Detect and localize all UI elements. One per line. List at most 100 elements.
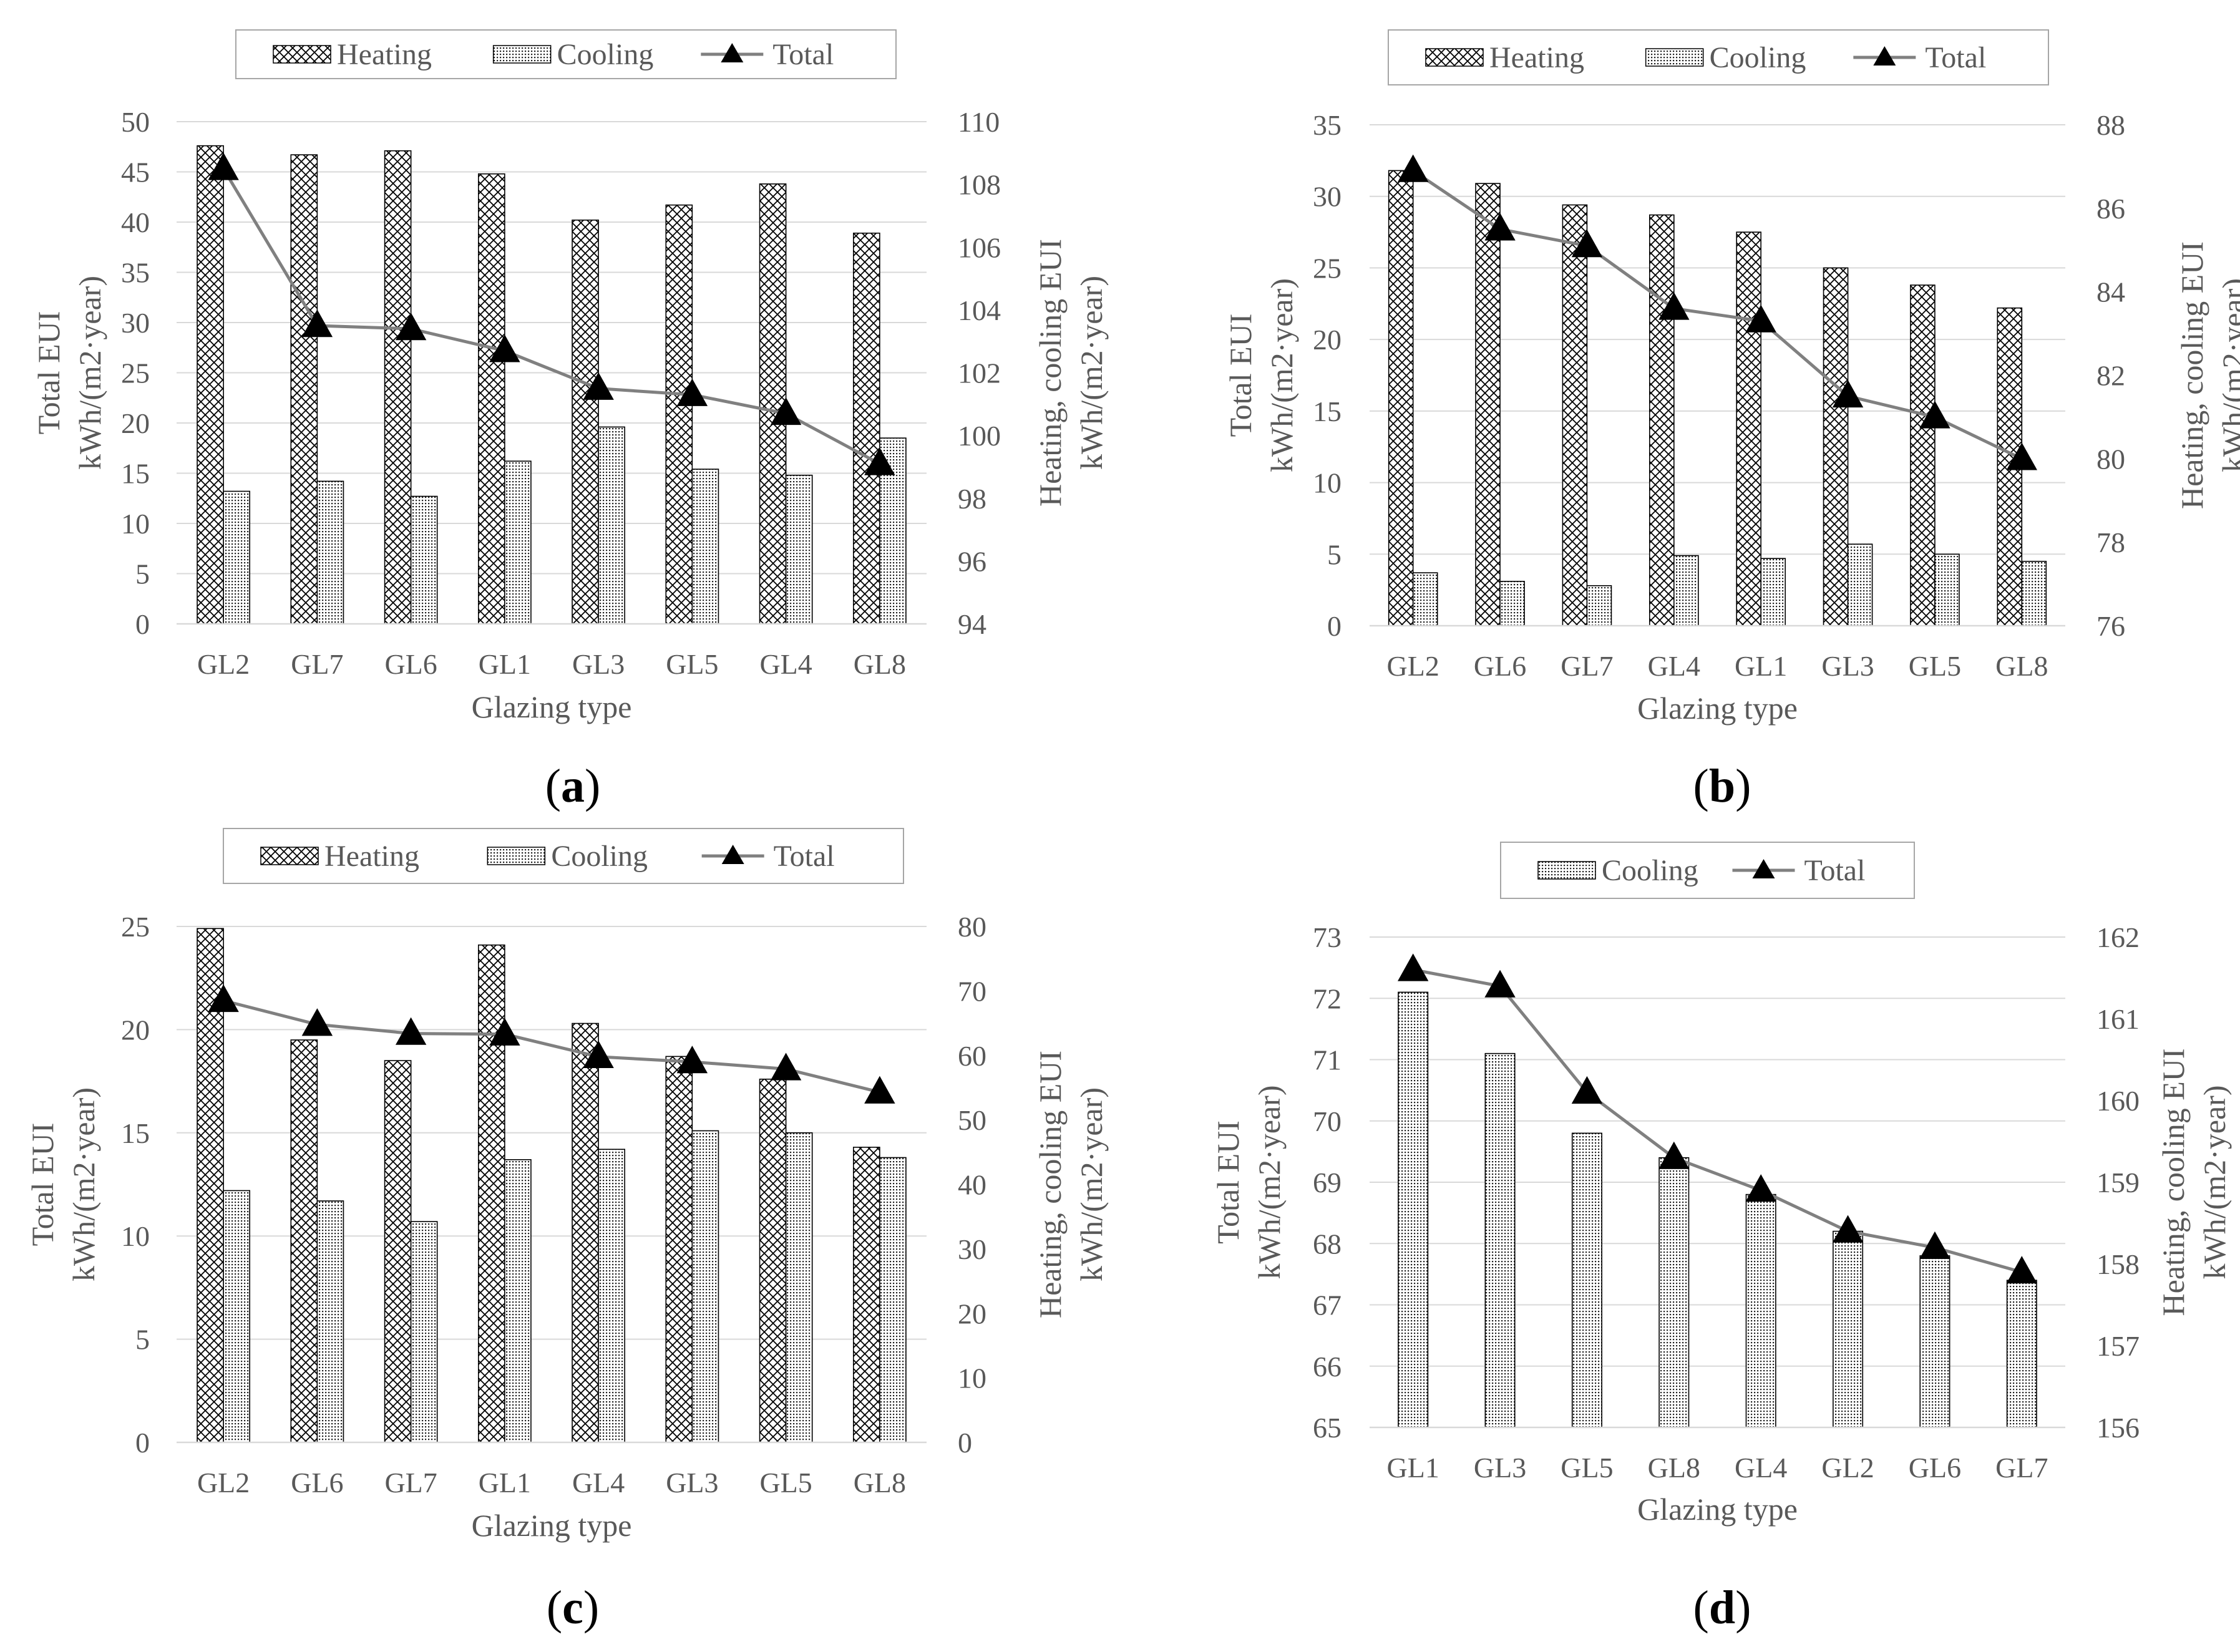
y-right-tick-label: 160: [2096, 1085, 2140, 1117]
total-marker: [2006, 1256, 2038, 1284]
y-left-tick-label: 5: [1327, 538, 1342, 570]
y-right-axis-title-line: kWh/(m2·year): [1074, 276, 1109, 470]
y-right-tick-label: 84: [2096, 276, 2125, 308]
y-left-tick-label: 10: [1313, 467, 1342, 499]
legend: Heating Cooling Total: [223, 828, 904, 884]
y-right-tick-label: 94: [958, 608, 986, 640]
x-tick-label: GL4: [572, 1467, 625, 1499]
legend-label: Total: [1804, 854, 1866, 887]
y-right-tick-label: 96: [958, 545, 986, 577]
heating-bar: [572, 219, 599, 624]
total-marker: [395, 313, 427, 341]
legend-label: Cooling: [551, 840, 648, 873]
total-marker: [1832, 379, 1864, 408]
x-tick-label: GL6: [384, 648, 437, 680]
total-marker: [208, 152, 239, 180]
heating-bar: [665, 1056, 693, 1443]
cooling-bar: [1658, 1157, 1690, 1428]
y-left-tick-label: 35: [1313, 109, 1342, 141]
heating-bar: [197, 145, 224, 624]
total-line: [222, 168, 881, 465]
legend-box: [223, 828, 904, 884]
legend-cooling-swatch: [1645, 48, 1704, 67]
y-left-tick-label: 50: [121, 106, 150, 138]
y-right-tick-label: 162: [2096, 921, 2140, 953]
total-marker: [864, 1076, 895, 1104]
x-tick-label: GL1: [1387, 1452, 1439, 1484]
y-right-axis-title: Heating, cooling EUI kWh/(m2·year): [1033, 1051, 1109, 1318]
heating-bar: [853, 1147, 880, 1443]
x-axis-title: Glazing type: [1637, 1492, 1798, 1527]
x-tick-label: GL7: [291, 648, 343, 680]
cooling-bar: [223, 490, 250, 624]
y-left-axis-title-line: kWh/(m2·year): [66, 1087, 101, 1281]
y-left-axis-title-line: Total EUI: [1210, 1120, 1245, 1244]
cooling-bar: [785, 474, 813, 624]
cooling-bar: [691, 469, 719, 624]
total-marker: [1745, 304, 1776, 333]
cooling-bar: [504, 1159, 532, 1443]
legend: Cooling Total: [1500, 842, 1915, 899]
legend-label: Cooling: [1602, 854, 1698, 887]
y-left-axis-title-line: kWh/(m2·year): [72, 276, 107, 470]
x-axis-title: Glazing type: [472, 1508, 632, 1543]
y-right-tick-label: 80: [958, 911, 986, 943]
total-marker: [1919, 1231, 1950, 1259]
cooling-bar: [1586, 585, 1612, 626]
y-right-tick-label: 82: [2096, 360, 2125, 392]
x-tick-label: GL7: [384, 1467, 437, 1499]
y-right-tick-label: 50: [958, 1104, 986, 1136]
chart-panel-a: 0 5 10 15 20 25 30 35 40 45 50 94 96 98 100 102 104 106 10…: [31, 29, 1109, 724]
heating-bar: [384, 1060, 412, 1443]
legend-label: Cooling: [557, 38, 654, 71]
heating-bar: [665, 204, 693, 624]
y-right-axis-title-line: kWh/(m2·year): [2197, 1086, 2232, 1280]
heating-bar: [478, 944, 505, 1443]
panel-label-b: (b): [1693, 760, 1751, 812]
cooling-bar: [410, 1221, 438, 1443]
x-tick-label: GL3: [572, 648, 625, 680]
cooling-bar: [1934, 553, 1960, 626]
y-right-tick-label: 86: [2096, 193, 2125, 225]
cooling-bar: [1412, 572, 1438, 626]
legend-total-marker: [1873, 46, 1896, 66]
cooling-bar: [504, 460, 532, 624]
total-marker: [2006, 442, 2038, 470]
heating-bar: [1475, 183, 1501, 626]
total-marker: [395, 1017, 427, 1045]
cooling-bar: [1919, 1255, 1950, 1428]
total-line: [1412, 169, 2023, 460]
y-left-tick-label: 65: [1313, 1412, 1342, 1444]
total-marker: [1658, 292, 1690, 320]
chart-panel-d: 65 66 67 68 69 70 71 72 73 156 157 158 159 160 161 162 G…: [1210, 842, 2232, 1527]
cooling-bar: [1847, 543, 1873, 626]
total-marker: [1571, 1076, 1603, 1104]
y-left-tick-label: 5: [135, 1324, 150, 1356]
total-marker: [489, 334, 520, 362]
heating-bar: [759, 1078, 787, 1443]
y-left-tick-label: 25: [121, 911, 150, 943]
y-right-axis-title-line: kWh/(m2·year): [1074, 1087, 1109, 1281]
y-right-tick-label: 102: [958, 357, 1001, 389]
y-right-tick-label: 60: [958, 1040, 986, 1072]
cooling-bar: [691, 1130, 719, 1443]
x-tick-label: GL5: [1909, 650, 1961, 682]
y-left-tick-label: 45: [121, 157, 150, 188]
x-tick-label: GL8: [1995, 650, 2048, 682]
y-left-tick-label: 15: [121, 1117, 150, 1149]
y-right-tick-label: 106: [958, 231, 1001, 263]
x-tick-label: GL5: [666, 648, 718, 680]
total-marker: [676, 378, 708, 406]
y-left-tick-label: 71: [1313, 1044, 1342, 1076]
y-left-tick-label: 20: [121, 407, 150, 439]
x-tick-label: GL1: [1735, 650, 1787, 682]
cooling-bar: [316, 480, 344, 624]
cooling-bar: [1398, 991, 1429, 1428]
total-marker: [583, 372, 614, 400]
total-marker: [1832, 1215, 1864, 1243]
cooling-bar: [1745, 1193, 1776, 1428]
total-marker: [1397, 953, 1429, 981]
panel-label-c: (c): [547, 1582, 599, 1634]
cooling-bar: [1499, 581, 1525, 626]
total-line: [1413, 968, 2022, 1274]
